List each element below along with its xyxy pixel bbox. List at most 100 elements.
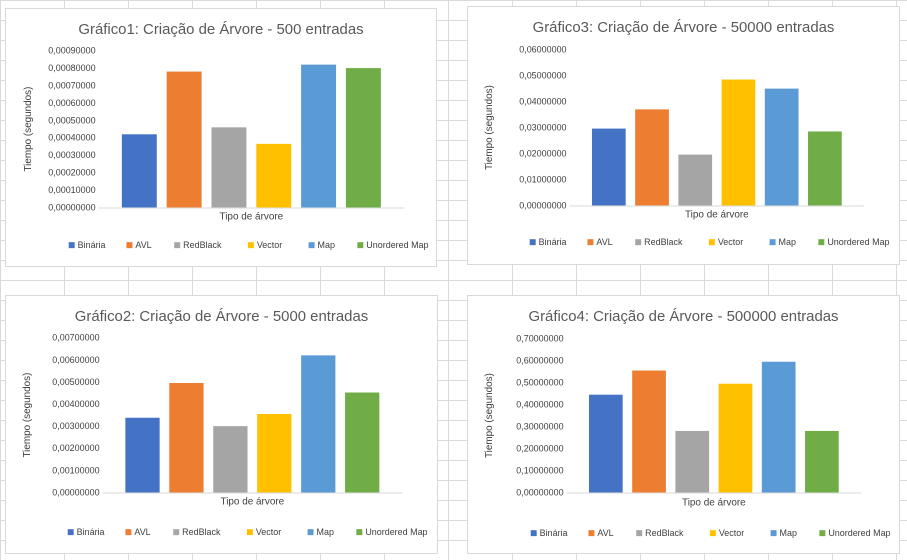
grafico1-ytick-label: 0,00080000	[48, 63, 95, 73]
grafico3-legend-entry[interactable]: Map	[779, 237, 796, 247]
grafico3-bar-redblack[interactable]	[678, 154, 713, 206]
grafico1-ytick-label: 0,00000000	[48, 202, 95, 212]
grafico1-ytick-label: 0,00030000	[48, 150, 95, 160]
grafico4-ytick-label: 0,40000000	[516, 400, 563, 410]
grafico1-ytick-label: 0,00060000	[48, 98, 95, 108]
chart-grafico4-svg: Gráfico4: Criação de Árvore - 500000 ent…	[484, 308, 891, 538]
grafico2-bar-binária[interactable]	[125, 417, 160, 493]
grafico4-bar-avl[interactable]	[632, 370, 666, 493]
grafico4-legend-swatch	[709, 530, 716, 537]
grafico4-bar-unordered-map[interactable]	[805, 430, 839, 493]
grafico4-legend-entry[interactable]: Binária	[540, 528, 568, 538]
grafico1-bar-redblack[interactable]	[211, 127, 247, 208]
grafico3-legend-swatch	[769, 239, 776, 246]
grafico4-ylabel: Tiempo (segundos)	[484, 373, 495, 458]
grafico3-legend-entry[interactable]: Vector	[718, 237, 743, 247]
grafico2-legend-entry[interactable]: Binária	[77, 527, 105, 537]
grafico4-legend-swatch	[819, 530, 826, 537]
grafico1-legend-entry[interactable]: Binária	[78, 240, 106, 250]
grafico1-legend-entry[interactable]: Unordered Map	[366, 240, 428, 250]
grafico2-bar-redblack[interactable]	[213, 426, 248, 493]
grafico2-bar-vector[interactable]	[257, 413, 292, 493]
grafico4-legend-entry[interactable]: AVL	[597, 528, 613, 538]
grafico2-bar-avl[interactable]	[169, 383, 204, 493]
chart-grafico3-svg: Gráfico3: Criação de Árvore - 50000 entr…	[484, 19, 890, 247]
grafico2-legend-entry[interactable]: Vector	[256, 527, 281, 537]
grafico4-ytick-label: 0,50000000	[516, 378, 563, 388]
grafico2-ylabel: Tiempo (segundos)	[22, 373, 33, 458]
grafico3-legend-entry[interactable]: Unordered Map	[827, 237, 889, 247]
grafico3-legend-swatch	[529, 239, 536, 246]
grafico3-bar-avl[interactable]	[635, 109, 669, 206]
grafico3-legend-entry[interactable]: AVL	[596, 237, 612, 247]
grafico2-legend-entry[interactable]: AVL	[134, 527, 150, 537]
grafico1-legend-swatch	[126, 242, 133, 249]
grafico2-legend-entry[interactable]: Unordered Map	[365, 527, 427, 537]
grafico3-bar-unordered-map[interactable]	[808, 131, 842, 206]
grafico1-ytick-label: 0,00040000	[48, 133, 95, 143]
chart-grafico1[interactable]: Gráfico1: Criação de Árvore - 500 entrad…	[5, 8, 437, 267]
grafico2-legend-swatch	[125, 529, 132, 536]
grafico3-ytick-label: 0,04000000	[519, 97, 566, 107]
grafico1-bar-binária[interactable]	[121, 134, 157, 208]
grafico4-ytick-label: 0,60000000	[516, 356, 563, 366]
grafico2-legend-swatch	[67, 529, 74, 536]
grafico1-legend-entry[interactable]: RedBlack	[183, 240, 222, 250]
grafico4-legend-entry[interactable]: RedBlack	[645, 528, 684, 538]
grafico3-legend-swatch	[708, 239, 715, 246]
grafico2-ytick-label: 0,00500000	[52, 377, 99, 387]
grafico1-legend-swatch	[247, 242, 254, 249]
grafico3-legend-swatch	[635, 239, 642, 246]
grafico4-legend-swatch	[770, 530, 777, 537]
grafico4-ytick-label: 0,20000000	[516, 444, 563, 454]
grafico2-bar-unordered-map[interactable]	[345, 392, 380, 493]
grafico3-legend-entry[interactable]: RedBlack	[644, 237, 683, 247]
grafico3-bar-map[interactable]	[764, 88, 799, 206]
chart-grafico4[interactable]: Gráfico4: Criação de Árvore - 500000 ent…	[467, 295, 900, 554]
chart-grafico1-svg: Gráfico1: Criação de Árvore - 500 entrad…	[23, 21, 429, 250]
grafico4-legend-entry[interactable]: Vector	[719, 528, 744, 538]
grafico1-bar-map[interactable]	[301, 64, 337, 208]
grafico4-bar-vector[interactable]	[718, 383, 753, 493]
grafico4-bar-redblack[interactable]	[675, 430, 710, 493]
grafico1-legend-entry[interactable]: Map	[318, 240, 335, 250]
grafico1-legend-swatch	[68, 242, 75, 249]
grafico4-ytick-label: 0,10000000	[516, 465, 563, 475]
grafico3-ylabel: Tiempo (segundos)	[484, 85, 495, 170]
grafico1-bar-vector[interactable]	[256, 143, 292, 208]
grafico3-ytick-label: 0,06000000	[519, 45, 566, 55]
grafico2-legend-swatch	[246, 529, 253, 536]
grafico4-legend-entry[interactable]: Unordered Map	[828, 528, 890, 538]
grafico1-legend-swatch	[357, 242, 364, 249]
grafico3-xlabel: Tipo de árvore	[685, 209, 749, 220]
grafico3-title: Gráfico3: Criação de Árvore - 50000 entr…	[533, 19, 835, 36]
chart-grafico3[interactable]: Gráfico3: Criação de Árvore - 50000 entr…	[467, 6, 900, 265]
grafico4-bar-binária[interactable]	[588, 394, 623, 493]
grafico1-ytick-label: 0,00050000	[48, 115, 95, 125]
grafico2-legend-entry[interactable]: Map	[317, 527, 334, 537]
grafico3-legend-entry[interactable]: Binária	[539, 237, 567, 247]
grafico1-bar-avl[interactable]	[166, 71, 202, 208]
grafico4-bar-map[interactable]	[761, 361, 796, 493]
grafico2-ytick-label: 0,00400000	[52, 399, 99, 409]
grafico2-bar-map[interactable]	[301, 355, 336, 493]
grafico4-legend-entry[interactable]: Map	[780, 528, 797, 538]
grafico3-ytick-label: 0,01000000	[519, 174, 566, 184]
grafico4-ytick-label: 0,00000000	[516, 487, 563, 497]
grafico1-ytick-label: 0,00020000	[48, 168, 95, 178]
grafico4-legend-swatch	[636, 530, 643, 537]
grafico1-legend-entry[interactable]: Vector	[257, 240, 282, 250]
grafico3-bar-binária[interactable]	[591, 128, 626, 206]
grafico3-bar-vector[interactable]	[721, 79, 756, 206]
grafico3-legend-swatch	[587, 239, 594, 246]
chart-grafico2[interactable]: Gráfico2: Criação de Árvore - 5000 entra…	[5, 295, 438, 554]
grafico1-ytick-label: 0,00070000	[48, 81, 95, 91]
grafico1-bar-unordered-map[interactable]	[345, 68, 381, 208]
grafico1-ytick-label: 0,00090000	[48, 46, 95, 56]
grafico1-legend-entry[interactable]: AVL	[135, 240, 151, 250]
grafico2-legend-entry[interactable]: RedBlack	[182, 527, 221, 537]
grafico1-legend-swatch	[308, 242, 315, 249]
grafico2-ytick-label: 0,00000000	[52, 487, 99, 497]
grafico2-xlabel: Tipo de árvore	[221, 496, 285, 507]
grafico2-ytick-label: 0,00600000	[52, 355, 99, 365]
